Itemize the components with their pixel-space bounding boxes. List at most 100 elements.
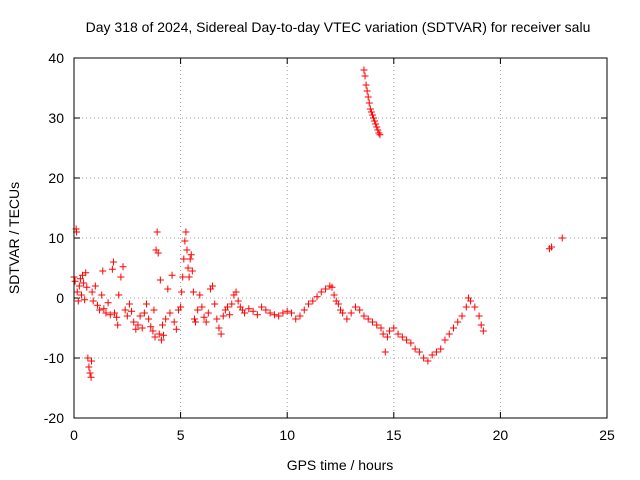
data-point [266, 309, 274, 317]
data-point [226, 311, 234, 319]
data-point [202, 318, 210, 326]
data-point [160, 331, 168, 339]
data-point [398, 333, 406, 341]
data-point [157, 336, 165, 344]
data-point [77, 291, 85, 299]
data-point [125, 300, 133, 308]
data-point [475, 312, 483, 320]
data-point [313, 293, 321, 301]
data-point [99, 267, 107, 275]
data-point [86, 369, 94, 377]
data-point [377, 324, 385, 332]
data-point [322, 285, 330, 293]
data-point [279, 309, 287, 317]
data-point [361, 72, 369, 80]
x-tick-label: 5 [177, 427, 185, 443]
data-point [119, 263, 127, 271]
data-point [142, 300, 150, 308]
data-point [375, 129, 383, 137]
data-point [394, 330, 402, 338]
data-point [85, 363, 93, 371]
data-point [309, 297, 317, 305]
data-point [219, 312, 227, 320]
data-point [158, 321, 166, 329]
data-point [548, 243, 556, 251]
data-point [168, 271, 176, 279]
data-point [258, 303, 266, 311]
data-point [245, 305, 253, 313]
data-series [70, 66, 566, 381]
data-point [334, 300, 342, 308]
data-point [371, 117, 379, 125]
data-point [186, 255, 194, 263]
y-tick-label: 40 [48, 50, 64, 66]
data-point [428, 351, 436, 359]
data-point [415, 348, 423, 356]
data-point [373, 123, 381, 131]
chart-title: Day 318 of 2024, Sidereal Day-to-day VTE… [86, 19, 591, 35]
data-point [411, 345, 419, 353]
data-point [454, 318, 462, 326]
data-point [317, 288, 325, 296]
data-point [374, 126, 382, 134]
data-point [275, 312, 283, 320]
data-point [138, 324, 146, 332]
data-point [211, 300, 219, 308]
data-point [283, 307, 291, 315]
data-point [140, 309, 148, 317]
data-point [196, 291, 204, 299]
data-point [170, 318, 178, 326]
data-point [403, 336, 411, 344]
data-point [209, 282, 217, 290]
data-point [215, 324, 223, 332]
x-axis-title: GPS time / hours [287, 457, 394, 473]
data-point [104, 299, 112, 307]
data-point [467, 297, 475, 305]
data-point [253, 311, 261, 319]
data-point [87, 373, 95, 381]
tick-layer: 0 5 10 15 20 25 -20 -10 0 10 20 30 40 [44, 50, 615, 443]
data-point [80, 279, 88, 287]
data-point [420, 354, 428, 362]
data-point [360, 66, 368, 74]
data-point [432, 348, 440, 356]
data-point [362, 81, 370, 89]
data-point [71, 277, 79, 285]
data-point [347, 309, 355, 317]
data-point [88, 288, 96, 296]
data-point [189, 288, 197, 296]
data-point [194, 306, 202, 314]
x-tick-label: 10 [279, 427, 295, 443]
x-tick-label: 0 [70, 427, 78, 443]
data-point [100, 305, 108, 313]
data-point [379, 330, 387, 338]
data-point [445, 330, 453, 338]
data-point [96, 306, 104, 314]
data-point [93, 301, 101, 309]
data-point [145, 315, 153, 323]
data-point [386, 327, 394, 335]
x-tick-label: 20 [493, 427, 509, 443]
y-tick-label: 0 [56, 290, 64, 306]
x-tick-label: 25 [599, 427, 615, 443]
data-point [462, 303, 470, 311]
data-point [383, 333, 391, 341]
data-point [106, 311, 114, 319]
data-point [109, 258, 117, 266]
data-point [366, 105, 374, 113]
data-point [305, 300, 313, 308]
data-point [73, 288, 81, 296]
data-point [76, 275, 84, 283]
y-tick-label: -20 [44, 410, 64, 426]
data-point [367, 108, 375, 116]
data-point [117, 273, 125, 281]
data-point [441, 336, 449, 344]
data-point [87, 357, 95, 365]
data-point [134, 321, 142, 329]
data-point [187, 251, 195, 259]
data-point [330, 291, 338, 299]
data-point [449, 324, 457, 332]
data-point [164, 285, 172, 293]
data-point [108, 265, 116, 273]
